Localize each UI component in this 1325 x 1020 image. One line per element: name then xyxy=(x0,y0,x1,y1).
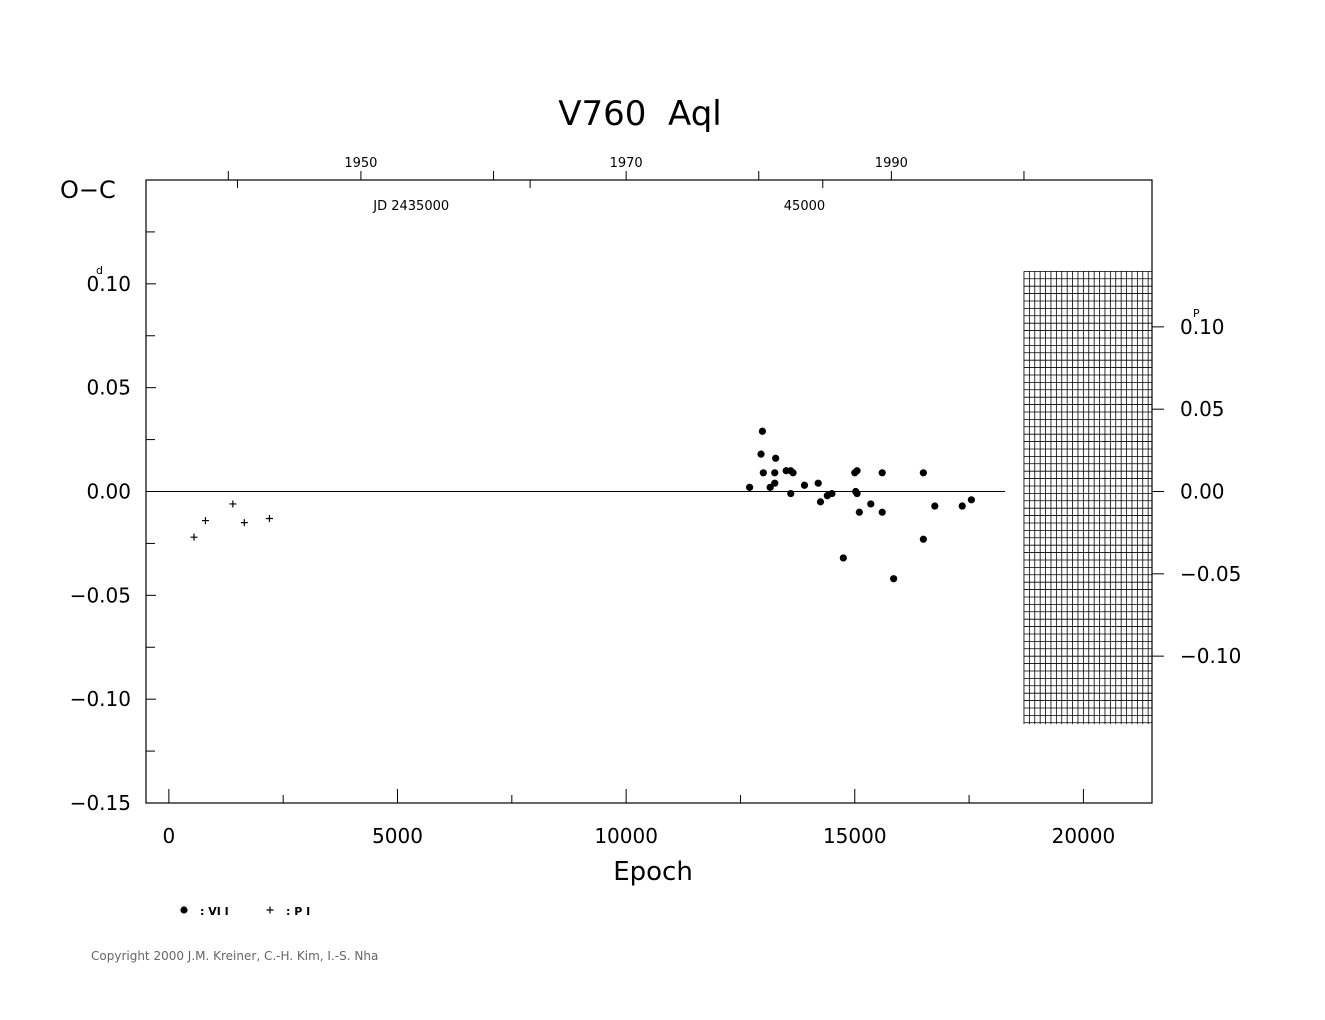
chart-title: V760 Aql xyxy=(558,94,721,134)
data-point xyxy=(771,479,779,487)
y-unit-superscript: d xyxy=(96,264,103,277)
legend-marker xyxy=(180,906,188,914)
data-point xyxy=(816,498,825,506)
data-point xyxy=(787,489,795,498)
data-point xyxy=(967,496,975,504)
data-point xyxy=(878,469,886,477)
data-point xyxy=(931,502,939,510)
legend-label: : VI I xyxy=(200,905,229,918)
data-point xyxy=(771,469,779,477)
y-tick-label: 0.00 xyxy=(86,480,131,504)
right-axis-unit-superscript: P xyxy=(1193,307,1200,320)
x-tick-label: 10000 xyxy=(594,824,658,848)
data-point xyxy=(919,535,927,543)
data-point xyxy=(759,469,767,477)
legend: : VI I : P I xyxy=(180,905,310,918)
data-point xyxy=(229,500,237,508)
data-point xyxy=(800,481,809,489)
data-point xyxy=(828,489,836,498)
y-tick-label: −0.15 xyxy=(70,791,131,815)
data-point xyxy=(190,533,198,541)
x-tick-label: 15000 xyxy=(823,824,887,848)
hatched-region xyxy=(1023,270,1152,725)
right-axis-tick-label: 0.00 xyxy=(1180,480,1225,504)
y-axis-label: O−C xyxy=(60,176,116,204)
y-tick-label: 0.10 xyxy=(86,272,131,296)
legend-marker xyxy=(266,906,274,914)
y-tick-label: −0.05 xyxy=(70,583,131,607)
year-label: 1950 xyxy=(344,156,377,171)
right-axis-tick-label: −0.10 xyxy=(1180,644,1241,668)
data-point xyxy=(919,469,927,477)
data-point xyxy=(839,554,847,562)
y-tick-label: 0.05 xyxy=(86,376,131,400)
jd-label: 45000 xyxy=(784,199,825,214)
data-point xyxy=(853,467,861,475)
y-tick-label: −0.10 xyxy=(70,687,131,711)
data-point xyxy=(240,519,248,527)
jd-label: JD 2435000 xyxy=(372,199,449,214)
right-axis-tick-label: −0.05 xyxy=(1180,562,1241,586)
copyright-notice: Copyright 2000 J.M. Kreiner, C.-H. Kim, … xyxy=(91,949,379,963)
data-points xyxy=(190,427,975,583)
data-point xyxy=(853,489,861,498)
year-label: 1990 xyxy=(875,156,908,171)
series-plus xyxy=(190,500,273,541)
data-point xyxy=(855,508,863,516)
data-point xyxy=(958,502,966,510)
data-point xyxy=(265,514,273,522)
data-point xyxy=(201,517,209,525)
x-axis-label: Epoch xyxy=(613,857,693,887)
series-dot xyxy=(746,427,975,583)
hatch-horizontal-lines xyxy=(1023,270,1152,724)
x-tick-label: 5000 xyxy=(372,824,423,848)
x-tick-label: 0 xyxy=(162,824,175,848)
data-point xyxy=(890,575,898,583)
data-point xyxy=(766,483,774,491)
right-axis-tick-label: 0.05 xyxy=(1180,397,1225,421)
year-label: 1970 xyxy=(610,156,643,171)
data-point xyxy=(772,454,780,462)
data-point xyxy=(878,508,886,516)
axes: 0.100.050.00−0.05−0.10−0.15d0.100.050.00… xyxy=(70,156,1242,848)
data-point xyxy=(758,427,767,435)
data-point xyxy=(757,450,765,458)
data-point xyxy=(867,500,875,508)
data-point xyxy=(814,479,822,487)
data-point xyxy=(789,469,797,477)
right-axis-tick-label: 0.10 xyxy=(1180,315,1225,339)
data-point xyxy=(746,483,754,491)
x-tick-label: 20000 xyxy=(1052,824,1116,848)
legend-label: : P I xyxy=(286,905,310,918)
